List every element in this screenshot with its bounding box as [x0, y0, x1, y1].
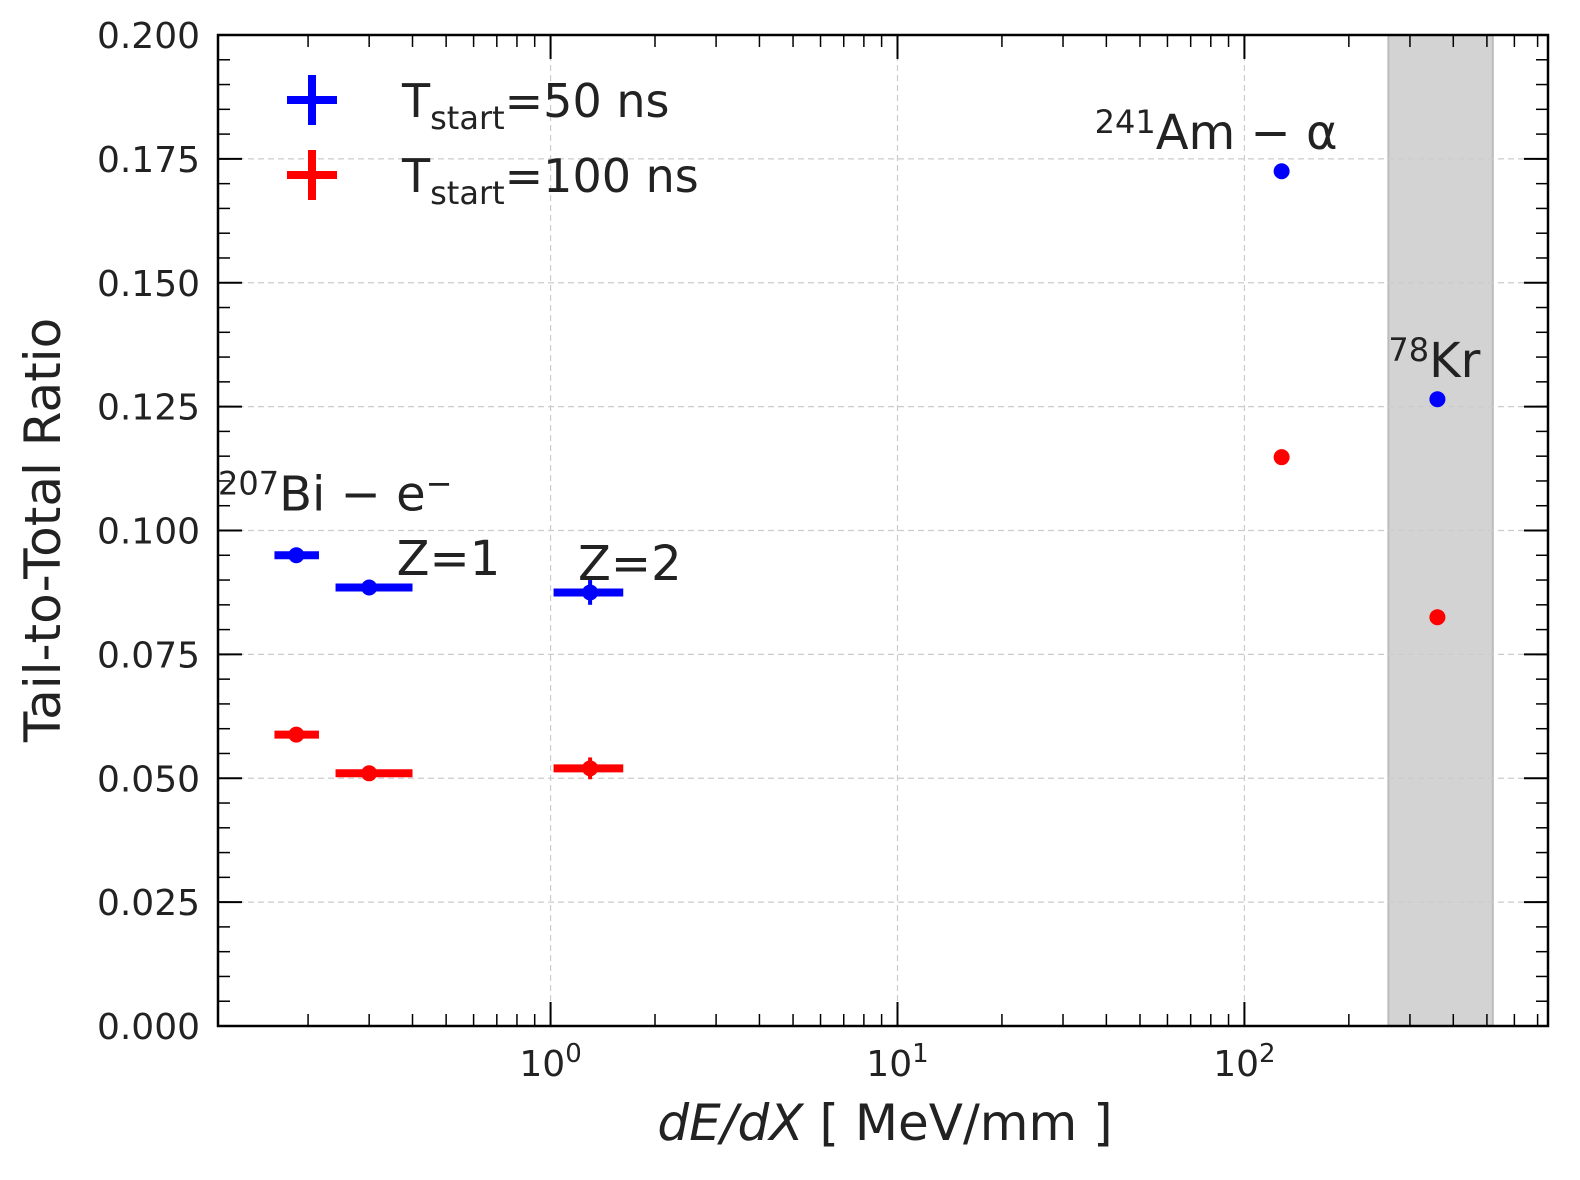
annotation-z2: Z=2 [578, 536, 682, 592]
y-tick-label: 0.175 [97, 140, 200, 181]
annotation-bi: 207Bi − e− [218, 465, 452, 523]
y-tick-label: 0.200 [97, 16, 200, 57]
legend-entry: Tstart=50 ns [287, 74, 669, 137]
y-tick-label: 0.150 [97, 264, 200, 305]
data-point-group [553, 757, 624, 780]
legend-label-subscript: start [430, 99, 505, 137]
data-point [361, 579, 378, 596]
data-point-group [1429, 391, 1446, 408]
y-tick-label: 0.125 [97, 388, 200, 429]
annotation-superscript: 241 [1095, 103, 1156, 141]
legend-label-suffix: =100 ns [505, 149, 699, 203]
annotation-text: Z=2 [578, 536, 682, 592]
x-tick-label-base: 10 [519, 1044, 565, 1085]
legend-label-subscript: start [430, 174, 505, 212]
data-point-group [335, 765, 413, 782]
annotation-text: Bi − e [279, 467, 426, 523]
data-point-group [335, 579, 413, 596]
y-axis-title: Tail-to-Total Ratio [14, 318, 72, 743]
grid-layer [218, 35, 1548, 1026]
y-tick-label: 0.000 [97, 1007, 200, 1048]
data-point-group [274, 547, 319, 564]
data-point-group [1273, 449, 1290, 466]
x-tick-labels: 100 101 102 [519, 1039, 1275, 1085]
x-tick-label-exponent: 2 [1259, 1039, 1276, 1069]
annotation-superscript: 78 [1388, 331, 1429, 369]
data-point [361, 765, 378, 782]
annotation-am: 241Am − α [1095, 103, 1338, 161]
x-tick-label-exponent: 0 [565, 1039, 582, 1069]
data-point-group [553, 580, 624, 605]
data-point-group [1429, 609, 1446, 626]
annotation-text: Kr [1429, 333, 1480, 389]
legend-label-base: T [401, 74, 431, 128]
y-tick-label: 0.075 [97, 635, 200, 676]
annotation-superscript: 207 [218, 465, 279, 503]
data-point [1273, 163, 1290, 180]
data-point [582, 584, 599, 601]
data-point [1429, 609, 1446, 626]
annotation-superscript: − [426, 465, 453, 503]
data-point-group [274, 726, 319, 743]
data-point [1273, 449, 1290, 466]
annotation-kr: 78Kr [1388, 331, 1480, 389]
legend-entry: Tstart=100 ns [287, 149, 699, 212]
y-tick-labels: 0.000 0.025 0.050 0.075 0.100 0.125 0.150 0.175… [97, 16, 200, 1048]
annotation-z1: Z=1 [397, 531, 501, 587]
y-tick-label: 0.025 [97, 883, 200, 924]
data-point [1429, 391, 1446, 408]
x-tick-label: 102 [1213, 1039, 1275, 1085]
legend-label-suffix: =50 ns [505, 74, 670, 128]
x-tick-label-base: 10 [866, 1044, 912, 1085]
data-point-group [1273, 163, 1290, 180]
legend-label-base: T [401, 149, 431, 203]
data-layer [274, 163, 1446, 782]
annotation-layer: 207Bi − e− Z=1 Z=2 241Am − α 78Kr [218, 103, 1481, 592]
x-tick-label-base: 10 [1213, 1044, 1259, 1085]
data-point [582, 760, 599, 777]
legend-label: Tstart=50 ns [401, 74, 669, 137]
data-point [288, 547, 305, 564]
plot-frame [216, 33, 1550, 1028]
x-axis-title: dE/dX [ MeV/mm ] [657, 1094, 1112, 1152]
annotation-text: Am − α [1156, 105, 1338, 161]
x-tick-label: 100 [519, 1039, 581, 1085]
legend-label: Tstart=100 ns [401, 149, 699, 212]
y-tick-label: 0.050 [97, 759, 200, 800]
data-point [288, 726, 305, 743]
y-tick-label: 0.100 [97, 512, 200, 553]
x-tick-label: 101 [866, 1039, 928, 1085]
annotation-text: Z=1 [397, 531, 501, 587]
x-tick-label-exponent: 1 [912, 1039, 929, 1069]
